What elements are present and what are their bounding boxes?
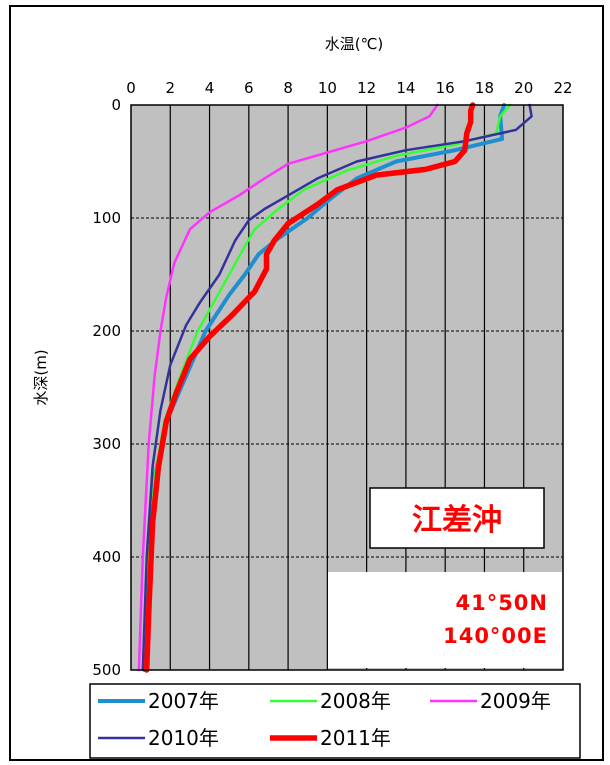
x-tick-label: 20 [514,79,533,97]
y-tick-label: 300 [92,435,121,453]
x-tick-label: 14 [396,79,415,97]
x-tick-label: 8 [283,79,293,97]
plot-border [130,104,564,671]
location-name: 江差沖 [412,503,502,538]
x-tick-label: 16 [436,79,455,97]
coordinates-background [328,572,562,668]
legend-box [89,683,581,759]
series-line [143,102,476,673]
series-line [137,103,439,672]
series-lines [137,102,533,673]
x-tick-label: 2 [165,79,175,97]
legend-label: 2008年 [320,689,391,713]
legend: 2007年 2008年 2009年 2010年 2011年 [89,683,581,759]
legend-label: 2010年 [148,726,219,750]
coordinates-box: 41°50N 140°00E [328,572,562,668]
x-tick-label: 22 [553,79,572,97]
location-label-box: 江差沖 [369,487,545,549]
x-tick-labels: 0 2 4 6 8 10 12 14 16 18 20 22 [126,79,572,97]
x-tick-label: 0 [126,79,136,97]
x-axis-title: 水温(℃) [325,35,384,53]
y-tick-label: 400 [92,548,121,566]
location-label-border [369,487,545,549]
x-tick-label: 6 [244,79,254,97]
legend-label: 2009年 [480,689,551,713]
x-tick-label: 18 [475,79,494,97]
y-tick-labels: 0 100 200 300 400 500 [92,96,121,679]
x-tick-label: 10 [318,79,337,97]
y-axis-title: 水深(m) [32,349,50,405]
x-tick-label: 12 [357,79,376,97]
legend-label: 2007年 [148,689,219,713]
legend-label: 2011年 [320,726,391,750]
longitude-label: 140°00E [443,624,548,648]
y-tick-label: 100 [92,209,121,227]
latitude-label: 41°50N [455,591,548,615]
y-tick-label: 500 [92,661,121,679]
y-tick-label: 0 [111,96,121,114]
y-tick-label: 200 [92,322,121,340]
x-tick-label: 4 [205,79,215,97]
